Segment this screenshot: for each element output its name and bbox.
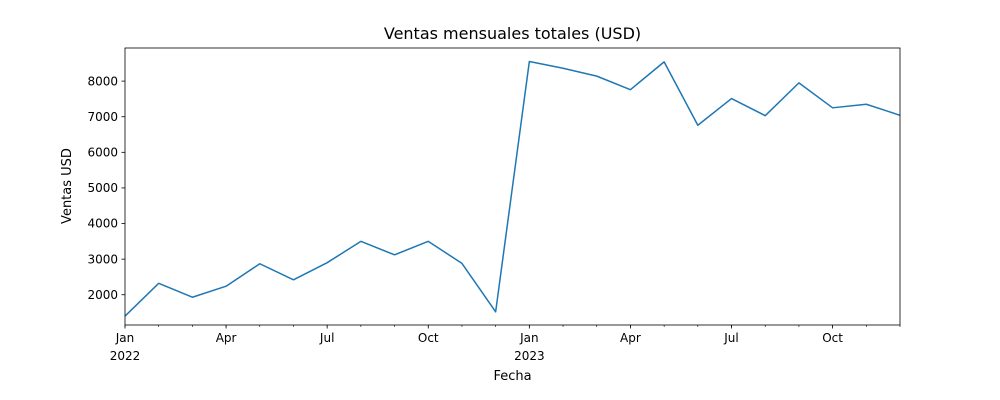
y-tick-label: 2000 <box>87 288 118 302</box>
y-tick-label: 7000 <box>87 110 118 124</box>
x-tick-label: Jul <box>319 331 334 345</box>
y-tick-label: 8000 <box>87 74 118 88</box>
sales-line <box>124 60 901 317</box>
x-tick-label: Jan <box>519 331 539 345</box>
x-tick-year-label: 2023 <box>514 349 545 363</box>
x-tick-label: Jul <box>723 331 738 345</box>
plot-area <box>124 47 901 326</box>
y-tick-label: 5000 <box>87 181 118 195</box>
y-axis: 2000 3000 4000 5000 6000 7000 8000 <box>87 74 125 302</box>
x-tick-label: Apr <box>620 331 641 345</box>
x-axis: Jan 2022 Apr Jul Oct Jan 2023 Apr Jul Oct <box>110 325 901 363</box>
x-tick-label: Oct <box>822 331 843 345</box>
x-tick-year-label: 2022 <box>110 349 141 363</box>
x-tick-label: Apr <box>216 331 237 345</box>
chart-title: Ventas mensuales totales (USD) <box>384 24 641 43</box>
x-tick-label: Oct <box>418 331 439 345</box>
y-tick-label: 6000 <box>87 146 118 160</box>
y-axis-label: Ventas USD <box>60 148 75 224</box>
y-tick-label: 4000 <box>87 217 118 231</box>
x-tick-label: Jan <box>115 331 135 345</box>
x-axis-label: Fecha <box>493 369 531 384</box>
y-tick-label: 3000 <box>87 252 118 266</box>
axes-frame <box>124 47 901 326</box>
